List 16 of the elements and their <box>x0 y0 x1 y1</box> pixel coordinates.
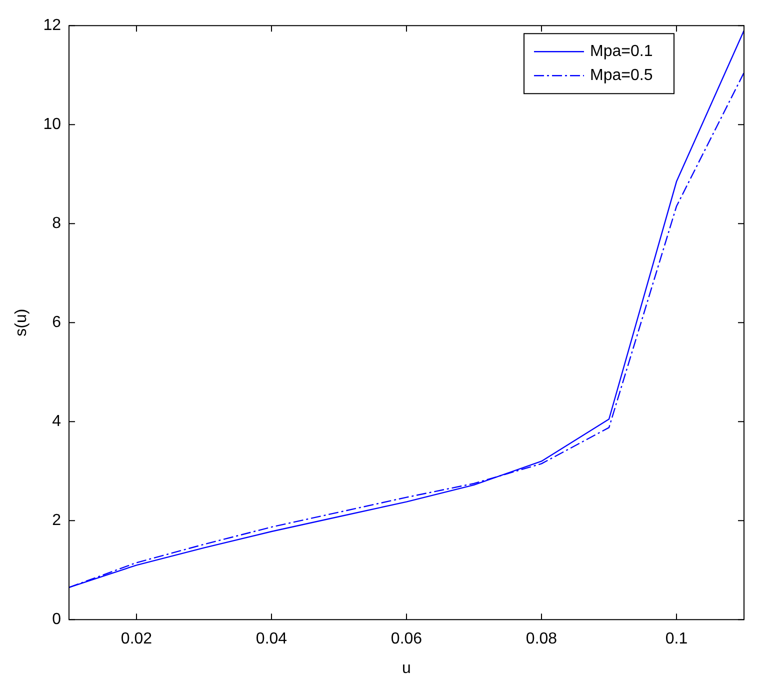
y-tick-label: 8 <box>52 215 62 232</box>
x-tick-label: 0.1 <box>665 630 688 648</box>
x-tick-label: 0.02 <box>120 630 152 648</box>
x-tick-label: 0.04 <box>256 630 288 648</box>
legend-label: Mpa=0.1 <box>590 43 653 60</box>
x-tick-label: 0.06 <box>390 630 422 648</box>
y-tick-label: 12 <box>43 17 62 34</box>
legend-label: Mpa=0.5 <box>590 67 653 84</box>
x-tick-label: 0.08 <box>526 630 558 648</box>
x-axis-title: u <box>402 660 411 677</box>
y-tick-label: 0 <box>52 611 62 628</box>
y-tick-label: 4 <box>52 413 62 430</box>
y-tick-label: 6 <box>52 314 62 332</box>
y-tick-label: 2 <box>52 512 62 530</box>
y-tick-label: 10 <box>43 116 62 134</box>
y-axis-title: s(u) <box>13 308 30 336</box>
